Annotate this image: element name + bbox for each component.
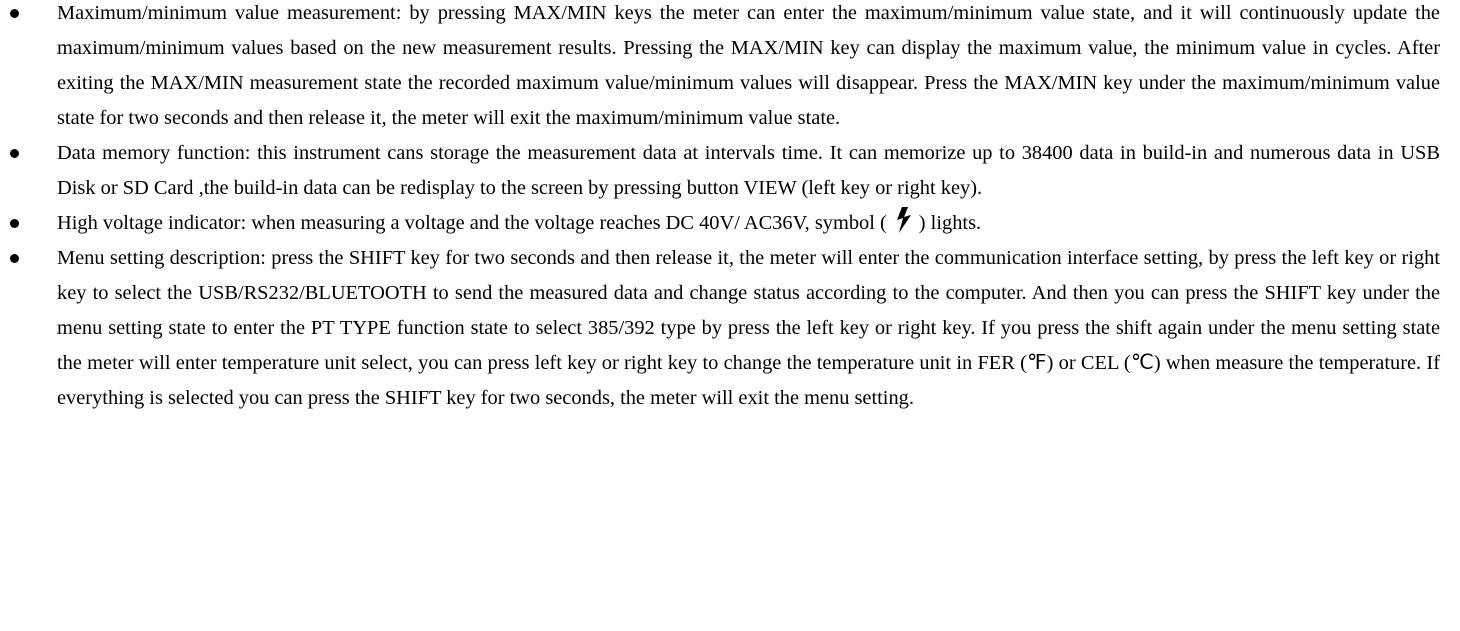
item-text: High voltage indicator: when measuring a… (57, 212, 887, 234)
item-text: ) lights. (918, 212, 982, 234)
bullet-list: Maximum/minimum value measurement: by pr… (10, 0, 1440, 416)
bullet-item: Data memory function: this instrument ca… (10, 136, 1440, 206)
bullet-item: Maximum/minimum value measurement: by pr… (10, 0, 1440, 136)
bullet-item: Menu setting description: press the SHIF… (10, 241, 1440, 416)
item-text: Data memory function: this instrument ca… (57, 142, 1440, 199)
item-text: Maximum/minimum value measurement: by pr… (57, 2, 1440, 129)
bullet-item: High voltage indicator: when measuring a… (10, 206, 1440, 241)
high-voltage-icon (896, 207, 911, 233)
item-text: Menu setting description: press the SHIF… (57, 247, 1440, 409)
